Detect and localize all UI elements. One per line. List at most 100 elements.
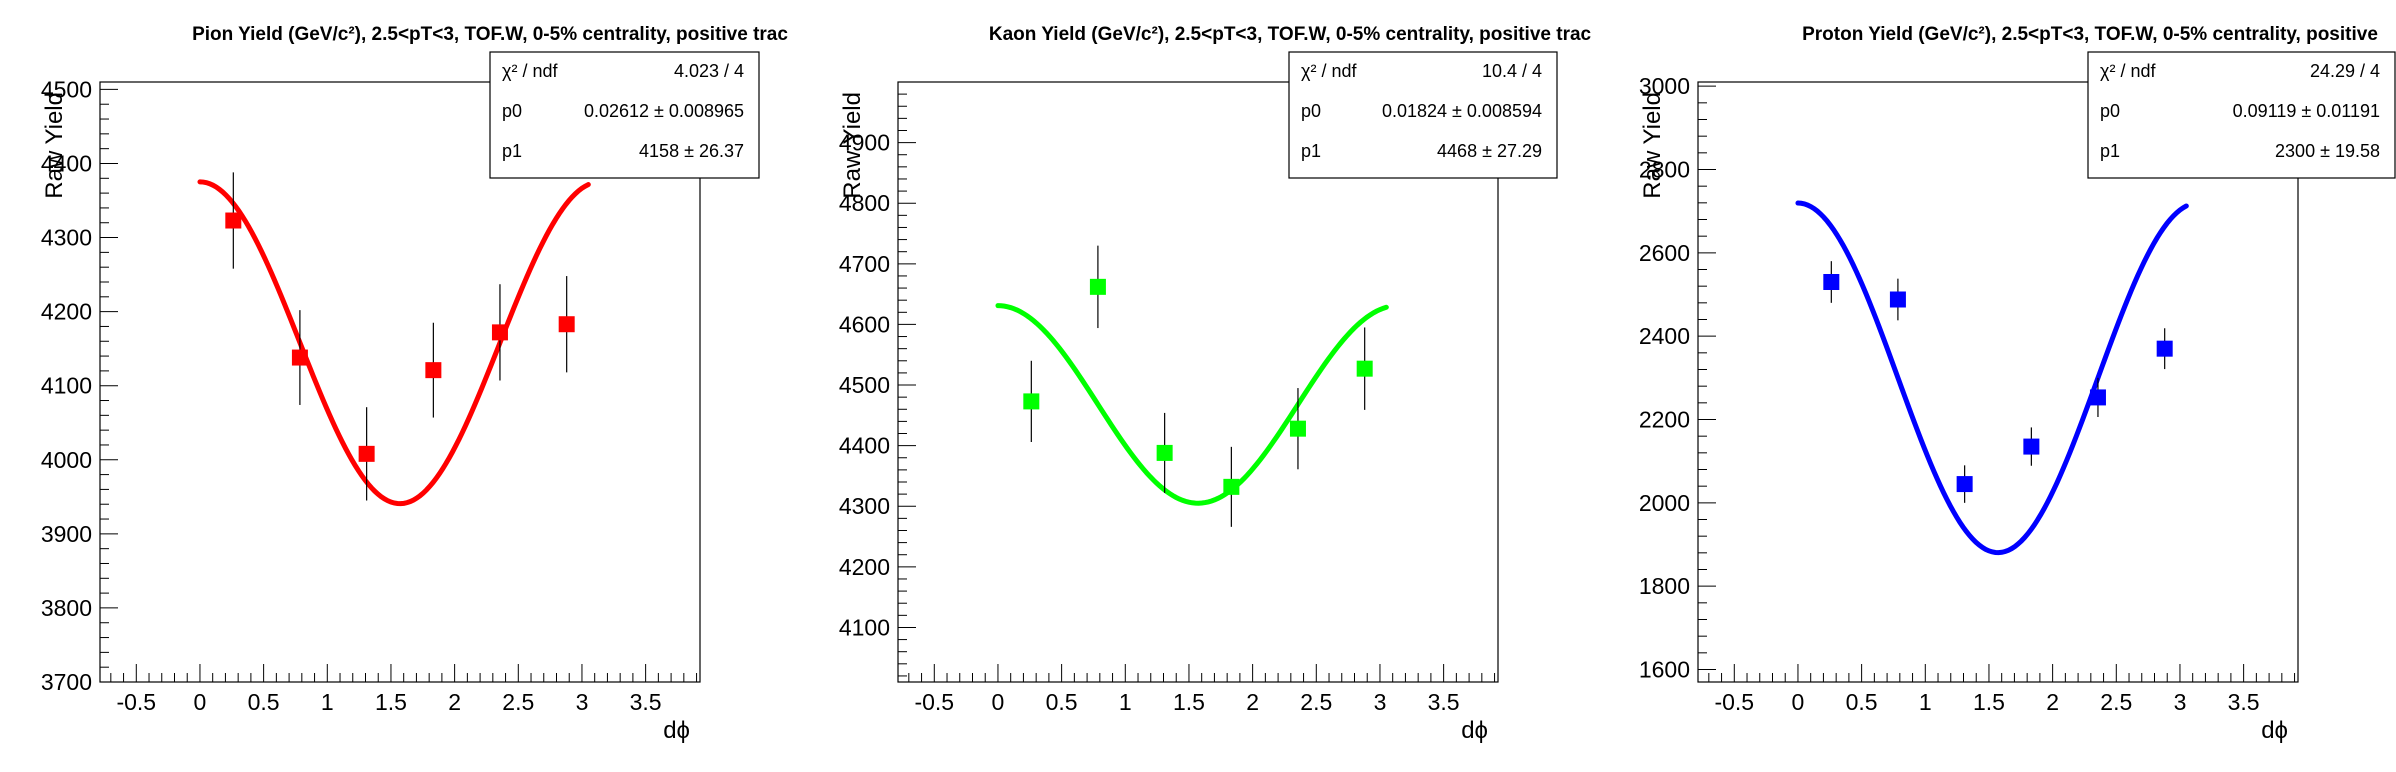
stats-value: 0.02612 ± 0.008965 xyxy=(584,101,744,121)
x-tick-label: 3.5 xyxy=(630,689,662,715)
x-tick-label: -0.5 xyxy=(1714,689,1754,715)
y-axis-label: Raw Yield xyxy=(41,92,68,199)
y-tick-label: 2200 xyxy=(1639,407,1690,433)
data-point xyxy=(1956,476,1973,493)
fit-curve xyxy=(197,179,591,507)
y-tick-label: 4700 xyxy=(839,251,890,277)
x-tick-label: 2 xyxy=(448,689,461,715)
data-point xyxy=(2023,438,2040,455)
stats-box xyxy=(489,51,760,179)
x-tick-label: 2.5 xyxy=(2100,689,2132,715)
data-point xyxy=(1156,444,1173,461)
stats-value: 0.09119 ± 0.01191 xyxy=(2233,101,2380,121)
x-tick-label: 1.5 xyxy=(1173,689,1205,715)
chart-title: Kaon Yield (GeV/c²), 2.5<pT<3, TOF.W, 0-… xyxy=(989,24,1592,45)
y-tick-label: 3800 xyxy=(41,595,92,621)
stats-label: p1 xyxy=(1301,141,1321,161)
y-tick-label: 3000 xyxy=(1639,73,1690,99)
data-point xyxy=(1889,291,1906,308)
x-tick-label: 0.5 xyxy=(1846,689,1878,715)
x-tick-label: 3 xyxy=(2174,689,2187,715)
x-tick-label: 3 xyxy=(576,689,589,715)
y-tick-label: 4200 xyxy=(41,299,92,325)
stats-label: χ² / ndf xyxy=(502,61,558,81)
stats-label: p1 xyxy=(2100,141,2120,161)
x-tick-label: 1 xyxy=(321,689,334,715)
y-tick-label: 2400 xyxy=(1639,323,1690,349)
y-tick-label: 4500 xyxy=(839,372,890,398)
chart-panel-2: Kaon Yield (GeV/c²), 2.5<pT<3, TOF.W, 0-… xyxy=(839,24,1592,744)
stats-label: p0 xyxy=(502,101,522,121)
x-tick-label: 0 xyxy=(194,689,207,715)
data-point xyxy=(358,445,375,462)
y-tick-label: 4200 xyxy=(839,554,890,580)
chart-title: Proton Yield (GeV/c²), 2.5<pT<3, TOF.W, … xyxy=(1802,24,2378,45)
x-tick-label: 0 xyxy=(992,689,1005,715)
y-tick-label: 4600 xyxy=(839,311,890,337)
stats-value: 10.4 / 4 xyxy=(1482,61,1542,81)
y-tick-label: 4500 xyxy=(41,76,92,102)
x-axis-label: dϕ xyxy=(2261,717,2288,744)
x-tick-label: 1 xyxy=(1919,689,1932,715)
x-tick-label: -0.5 xyxy=(116,689,156,715)
y-tick-label: 4400 xyxy=(41,150,92,176)
data-point xyxy=(1356,360,1373,377)
y-tick-label: 1800 xyxy=(1639,573,1690,599)
y-tick-label: 4900 xyxy=(839,130,890,156)
x-tick-label: 0 xyxy=(1792,689,1805,715)
data-point xyxy=(225,212,242,229)
y-tick-label: 2800 xyxy=(1639,157,1690,183)
y-tick-label: 4100 xyxy=(839,614,890,640)
x-tick-label: 3.5 xyxy=(1428,689,1460,715)
stats-value: 4158 ± 26.37 xyxy=(639,141,744,161)
x-tick-label: 1.5 xyxy=(375,689,407,715)
stats-value: 2300 ± 19.58 xyxy=(2275,141,2380,161)
stats-label: p1 xyxy=(502,141,522,161)
x-tick-label: 0.5 xyxy=(248,689,280,715)
data-point xyxy=(2156,340,2173,357)
y-axis-label: Raw Yield xyxy=(839,92,866,199)
stats-box xyxy=(1288,51,1558,179)
stats-label: χ² / ndf xyxy=(1301,61,1357,81)
y-tick-label: 3700 xyxy=(41,669,92,695)
data-point xyxy=(558,316,575,333)
y-tick-label: 4000 xyxy=(41,447,92,473)
y-tick-label: 3900 xyxy=(41,521,92,547)
x-tick-label: 3 xyxy=(1374,689,1387,715)
y-tick-label: 4300 xyxy=(41,225,92,251)
data-point xyxy=(1089,278,1106,295)
data-point xyxy=(491,324,508,341)
y-tick-label: 4100 xyxy=(41,373,92,399)
data-point xyxy=(291,349,308,366)
y-tick-label: 4800 xyxy=(839,190,890,216)
stats-label: p0 xyxy=(2100,101,2120,121)
chart-title: Pion Yield (GeV/c²), 2.5<pT<3, TOF.W, 0-… xyxy=(192,24,788,45)
stats-value: 4.023 / 4 xyxy=(674,61,744,81)
plot-frame xyxy=(897,81,1499,683)
data-point xyxy=(1289,420,1306,437)
x-tick-label: 0.5 xyxy=(1046,689,1078,715)
fit-curve xyxy=(995,303,1389,506)
stats-value: 4468 ± 27.29 xyxy=(1437,141,1542,161)
x-tick-label: -0.5 xyxy=(914,689,954,715)
x-tick-label: 1 xyxy=(1119,689,1132,715)
data-point xyxy=(1823,274,1840,290)
data-point xyxy=(1023,393,1040,410)
plot-frame xyxy=(1697,81,2299,683)
y-axis-label: Raw Yield xyxy=(1639,92,1666,199)
x-tick-label: 2 xyxy=(2046,689,2059,715)
data-point xyxy=(425,362,442,379)
y-tick-label: 2600 xyxy=(1639,240,1690,266)
x-axis-label: dϕ xyxy=(663,717,690,744)
stats-box xyxy=(2087,51,2396,179)
plot-frame xyxy=(99,81,701,683)
stats-label: p0 xyxy=(1301,101,1321,121)
y-tick-label: 4400 xyxy=(839,433,890,459)
fit-curve xyxy=(1795,200,2189,556)
stats-value: 0.01824 ± 0.008594 xyxy=(1382,101,1542,121)
chart-panel-3: Proton Yield (GeV/c²), 2.5<pT<3, TOF.W, … xyxy=(1639,24,2396,744)
stats-label: χ² / ndf xyxy=(2100,61,2156,81)
x-tick-label: 2 xyxy=(1246,689,1259,715)
data-point xyxy=(1223,478,1240,495)
y-tick-label: 2000 xyxy=(1639,490,1690,516)
